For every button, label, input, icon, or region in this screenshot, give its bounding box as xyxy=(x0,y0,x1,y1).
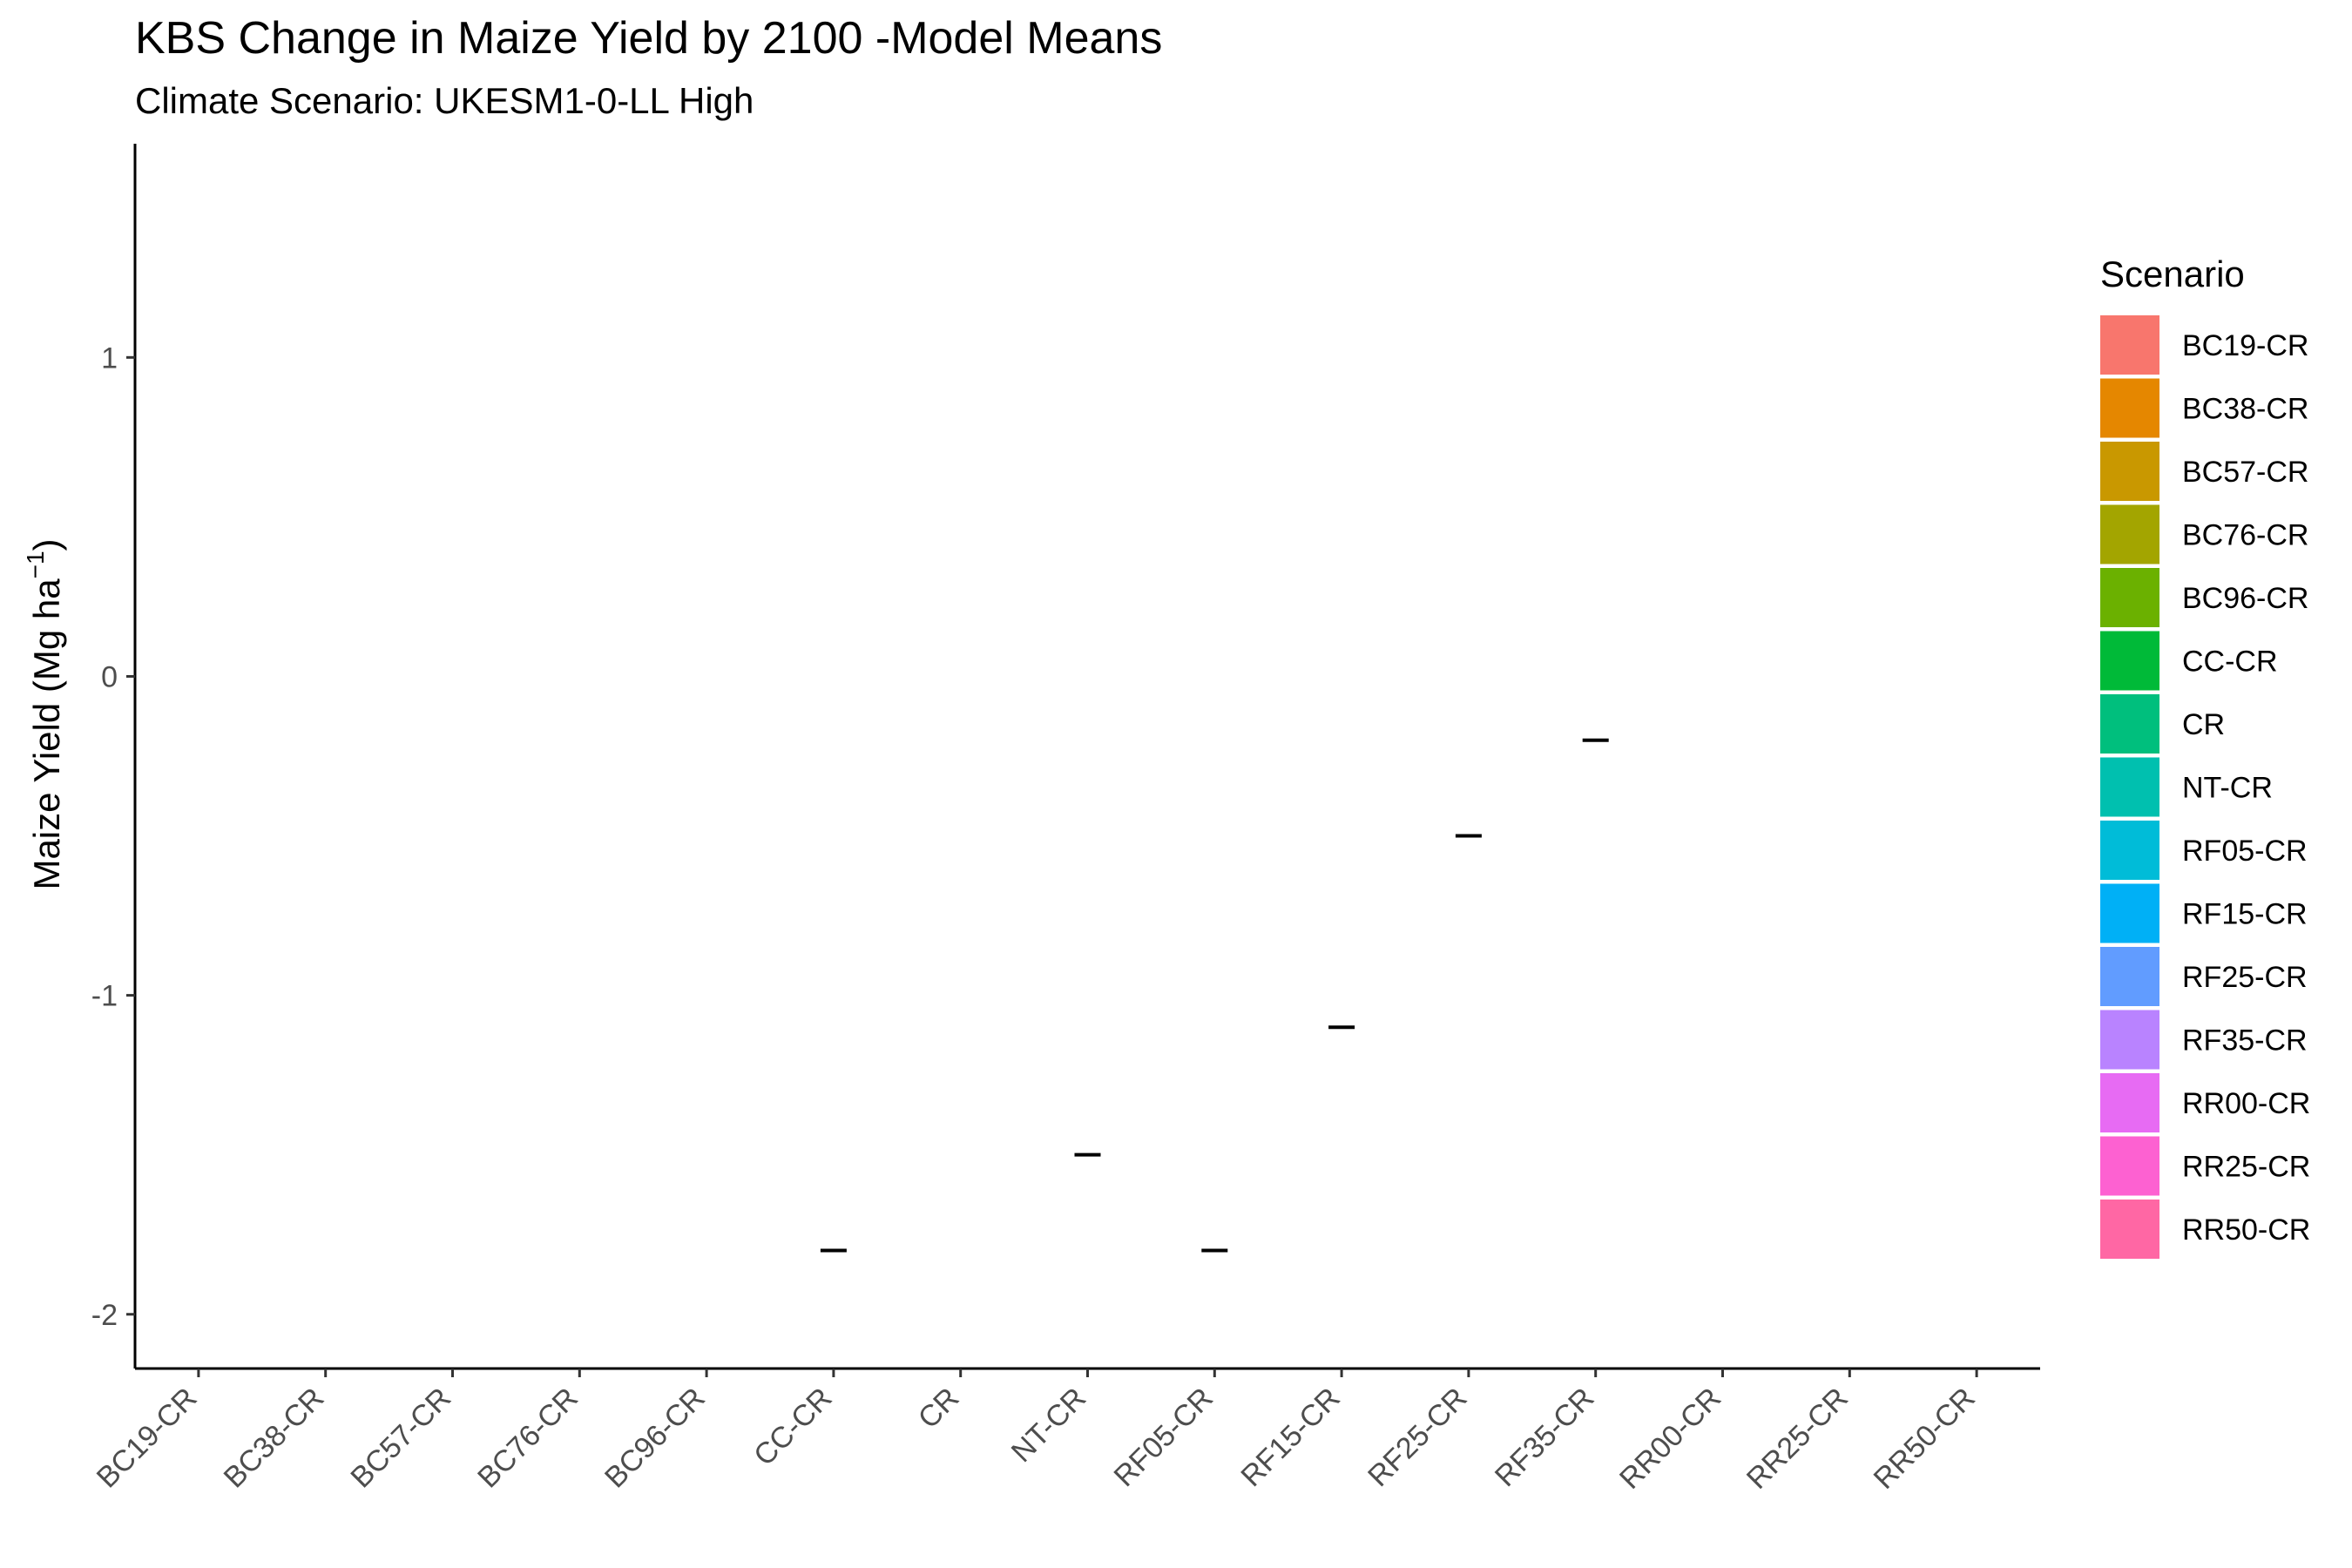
legend-swatch-cr xyxy=(2100,694,2159,754)
legend-swatch-bc38-cr xyxy=(2100,378,2159,438)
legend-label-rr50-cr: RR50-CR xyxy=(2182,1213,2310,1247)
x-tick-label: RF15-CR xyxy=(1234,1382,1346,1493)
legend-label-rf15-cr: RF15-CR xyxy=(2182,898,2308,931)
legend: BC19-CR BC38-CR BC57-CR BC76-CR BC96-CR CC-CR… xyxy=(2100,315,2310,1259)
y-tick-label: -2 xyxy=(91,1299,118,1332)
x-tick-label: RR25-CR xyxy=(1740,1382,1855,1496)
x-tick-label: RR00-CR xyxy=(1613,1382,1727,1496)
legend-swatch-nt-cr xyxy=(2100,757,2159,817)
legend-swatch-cc-cr xyxy=(2100,631,2159,691)
x-tick-label: RF35-CR xyxy=(1489,1382,1600,1493)
legend-label-cr: CR xyxy=(2182,708,2225,741)
x-tick-label: RR50-CR xyxy=(1868,1382,1982,1496)
legend-label-rf05-cr: RF05-CR xyxy=(2182,835,2308,868)
y-tick-label: 0 xyxy=(101,660,118,693)
y-tick-label: 1 xyxy=(101,341,118,375)
x-tick-label: BC19-CR xyxy=(91,1382,204,1495)
legend-swatch-bc96-cr xyxy=(2100,568,2159,627)
legend-swatch-bc76-cr xyxy=(2100,504,2159,564)
chart-subtitle: Climate Scenario: UKESM1-0-LL High xyxy=(135,80,754,121)
legend-label-rr00-cr: RR00-CR xyxy=(2182,1087,2310,1120)
legend-label-bc38-cr: BC38-CR xyxy=(2182,393,2308,426)
legend-swatch-rf05-cr xyxy=(2100,821,2159,880)
x-tick-label: CR xyxy=(912,1382,966,1436)
x-tick-label: BC38-CR xyxy=(218,1382,331,1495)
x-tick-label: BC57-CR xyxy=(344,1382,457,1495)
x-tick-label: NT-CR xyxy=(1005,1382,1092,1469)
legend-title: Scenario xyxy=(2100,253,2245,294)
y-axis-label-superscript: −1 xyxy=(22,551,49,578)
y-ticks: 1 0 -1 -2 xyxy=(91,341,135,1332)
legend-swatch-rr25-cr xyxy=(2100,1136,2159,1196)
legend-label-nt-cr: NT-CR xyxy=(2182,772,2273,805)
legend-swatch-rr50-cr xyxy=(2100,1200,2159,1259)
y-tick-label: -1 xyxy=(91,980,118,1013)
x-ticks: BC19-CR BC38-CR BC57-CR BC76-CR BC96-CR CC-CR… xyxy=(91,1369,1982,1496)
legend-swatch-bc57-cr xyxy=(2100,442,2159,501)
x-tick-label: BC96-CR xyxy=(598,1382,712,1495)
legend-swatch-rr00-cr xyxy=(2100,1073,2159,1132)
legend-label-rr25-cr: RR25-CR xyxy=(2182,1151,2310,1184)
legend-swatch-rf25-cr xyxy=(2100,947,2159,1006)
x-tick-label: CC-CR xyxy=(747,1382,838,1472)
legend-label-bc19-cr: BC19-CR xyxy=(2182,329,2308,362)
x-tick-label: BC76-CR xyxy=(471,1382,585,1495)
chart-title: KBS Change in Maize Yield by 2100 -Model… xyxy=(135,13,1162,64)
legend-label-bc76-cr: BC76-CR xyxy=(2182,519,2308,552)
legend-label-bc96-cr: BC96-CR xyxy=(2182,582,2308,615)
x-tick-label: RF05-CR xyxy=(1108,1382,1220,1493)
legend-label-cc-cr: CC-CR xyxy=(2182,645,2278,679)
axes xyxy=(133,144,2040,1370)
legend-label-bc57-cr: BC57-CR xyxy=(2182,456,2308,489)
legend-label-rf35-cr: RF35-CR xyxy=(2182,1024,2308,1058)
x-tick-label: RF25-CR xyxy=(1362,1382,1473,1493)
y-axis-label: Maize Yield (Mg ha−1) xyxy=(22,538,67,889)
legend-label-rf25-cr: RF25-CR xyxy=(2182,961,2308,994)
legend-swatch-rf15-cr xyxy=(2100,883,2159,943)
legend-swatch-rf35-cr xyxy=(2100,1010,2159,1070)
legend-swatch-bc19-cr xyxy=(2100,315,2159,375)
data-marks xyxy=(820,738,1609,1253)
